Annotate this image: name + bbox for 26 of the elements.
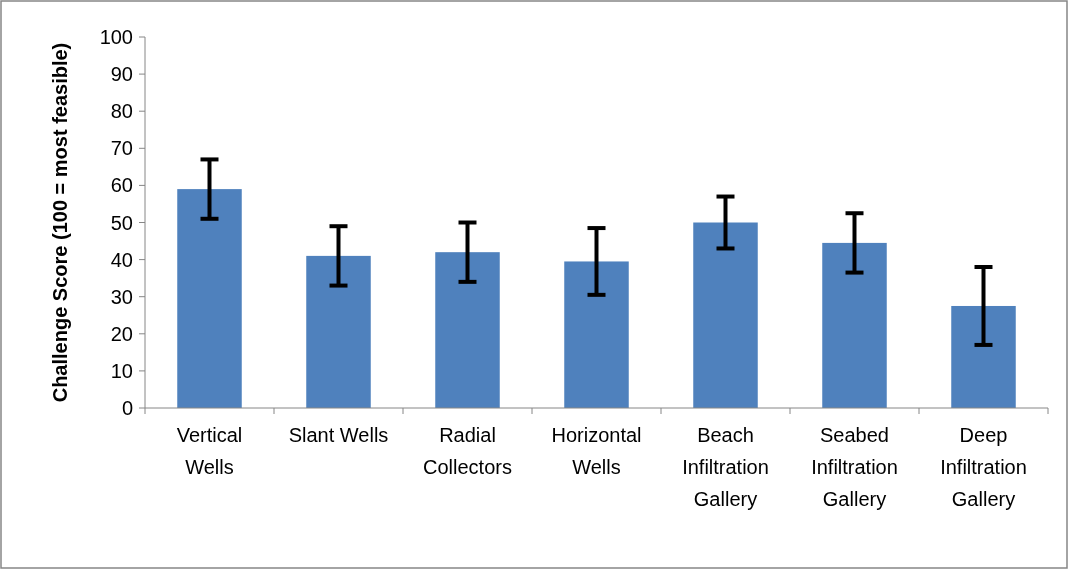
bar: [564, 261, 629, 408]
x-tick-label: Deep Infiltration Gallery: [940, 424, 1027, 510]
y-tick-label: 40: [110, 248, 133, 271]
bar: [435, 252, 500, 408]
y-tick-label: 100: [99, 26, 133, 48]
x-tick-label: Slant Wells: [288, 424, 389, 446]
y-tick-label: 80: [110, 100, 133, 123]
x-tick-label: Vertical Wells: [176, 424, 243, 478]
y-tick-label: 0: [121, 397, 133, 419]
y-tick-label: 20: [110, 322, 133, 345]
y-tick-label: 90: [110, 63, 133, 86]
x-tick-label: Seabed Infiltration Gallery: [811, 424, 898, 510]
bar: [306, 255, 371, 408]
y-tick-label: 10: [110, 359, 133, 382]
bar: [951, 305, 1016, 408]
bar: [693, 222, 758, 408]
y-axis-title: Challenge Score (100 = most feasible): [49, 42, 71, 403]
bar: [177, 189, 242, 408]
x-tick-label: Horizontal Wells: [551, 424, 642, 478]
x-tick-label: Radial Collectors: [423, 424, 512, 478]
bar: [822, 242, 887, 408]
y-tick-label: 50: [110, 211, 133, 234]
y-tick-label: 70: [110, 137, 133, 160]
y-tick-label: 60: [110, 174, 133, 197]
y-tick-label: 30: [110, 285, 133, 308]
x-tick-label: Beach Infiltration Gallery: [682, 424, 769, 510]
